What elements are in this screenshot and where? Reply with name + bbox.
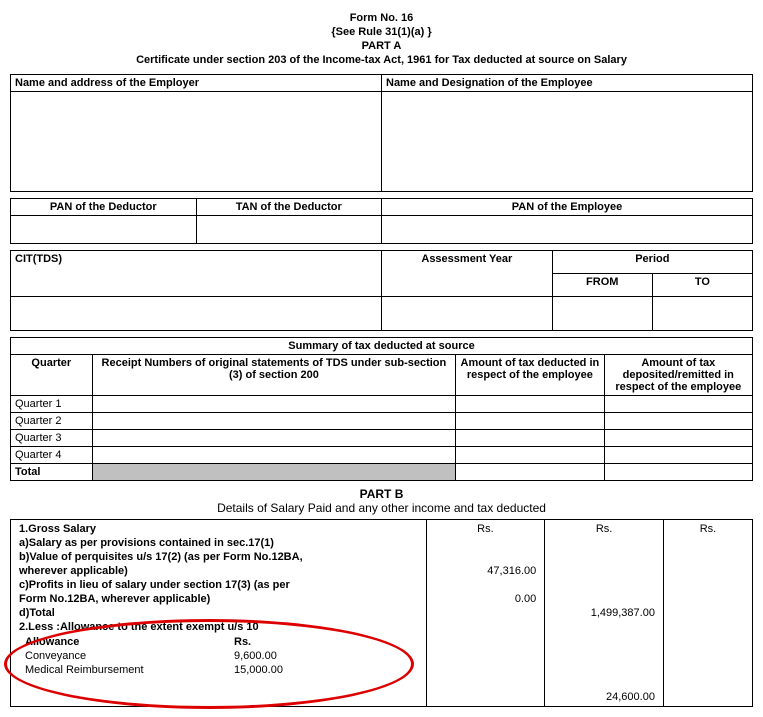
- total-receipt: [92, 464, 456, 481]
- line-1c2: Form No.12BA, wherever applicable): [15, 592, 422, 606]
- conveyance-value: 9,600.00: [230, 649, 401, 663]
- from-value: [552, 297, 652, 331]
- q2-receipt: [92, 413, 456, 430]
- tan-deductor-label: TAN of the Deductor: [196, 199, 382, 216]
- q3-receipt: [92, 430, 456, 447]
- q3-deposited: [604, 430, 752, 447]
- pan-deductor-label: PAN of the Deductor: [11, 199, 197, 216]
- q2-deducted: [456, 413, 604, 430]
- q3-deducted: [456, 430, 604, 447]
- employer-cell: [11, 92, 382, 192]
- q1-deducted: [456, 396, 604, 413]
- medical-value: 15,000.00: [230, 663, 401, 677]
- rs-col3: Rs.: [668, 522, 748, 536]
- q2-deposited: [604, 413, 752, 430]
- q1-deposited: [604, 396, 752, 413]
- rs-col1: Rs.: [431, 522, 541, 536]
- employee-cell: [382, 92, 753, 192]
- rule-ref: {See Rule 31(1)(a) }: [10, 26, 753, 38]
- allowance-rs-header: Rs.: [230, 635, 401, 649]
- employee-header: Name and Designation of the Employee: [382, 75, 753, 92]
- q4-label: Quarter 4: [11, 447, 93, 464]
- line-1b2: wherever applicable): [15, 564, 422, 578]
- rs-col2: Rs.: [549, 522, 659, 536]
- part-a-title: PART A: [10, 40, 753, 52]
- val-total2: 24,600.00: [549, 690, 659, 704]
- total-deducted: [456, 464, 604, 481]
- pan-tan-table: PAN of the Deductor TAN of the Deductor …: [10, 198, 753, 244]
- from-label: FROM: [552, 274, 652, 297]
- assessment-year-label: Assessment Year: [382, 251, 553, 297]
- certificate-line: Certificate under section 203 of the Inc…: [10, 54, 753, 66]
- part-b-table: 1.Gross Salary a)Salary as per provision…: [10, 519, 753, 707]
- total-label: Total: [11, 464, 93, 481]
- val-b: 47,316.00: [431, 564, 541, 578]
- q4-deducted: [456, 447, 604, 464]
- to-value: [652, 297, 752, 331]
- cit-tds-value: [11, 297, 382, 331]
- line-1b: b)Value of perquisites u/s 17(2) (as per…: [15, 550, 422, 564]
- allowance-table: Allowance Rs. Conveyance 9,600.00 Medica…: [21, 635, 401, 677]
- employer-employee-table: Name and address of the Employer Name an…: [10, 74, 753, 192]
- cit-tds-label: CIT(TDS): [11, 251, 382, 297]
- q1-receipt: [92, 396, 456, 413]
- line-2: 2.Less :Allowance to the extent exempt u…: [15, 620, 422, 634]
- employer-header: Name and address of the Employer: [11, 75, 382, 92]
- pan-employee-value: [382, 216, 753, 244]
- assessment-year-value: [382, 297, 553, 331]
- deposited-header: Amount of tax deposited/remitted in resp…: [604, 355, 752, 396]
- form-number: Form No. 16: [10, 12, 753, 24]
- quarter-header: Quarter: [11, 355, 93, 396]
- line-1c: c)Profits in lieu of salary under sectio…: [15, 578, 422, 592]
- deducted-header: Amount of tax deducted in respect of the…: [456, 355, 604, 396]
- tan-deductor-value: [196, 216, 382, 244]
- pan-employee-label: PAN of the Employee: [382, 199, 753, 216]
- q1-label: Quarter 1: [11, 396, 93, 413]
- q3-label: Quarter 3: [11, 430, 93, 447]
- cit-assessment-table: CIT(TDS) Assessment Year Period FROM TO: [10, 250, 753, 331]
- q2-label: Quarter 2: [11, 413, 93, 430]
- part-b-title: PART B: [10, 487, 753, 501]
- summary-table: Summary of tax deducted at source Quarte…: [10, 337, 753, 481]
- gross-salary-label: 1.Gross Salary: [15, 522, 422, 536]
- part-b-subtitle: Details of Salary Paid and any other inc…: [10, 501, 753, 515]
- allowance-header: Allowance: [21, 635, 230, 649]
- line-1a: a)Salary as per provisions contained in …: [15, 536, 422, 550]
- line-1d: d)Total: [15, 606, 422, 620]
- conveyance-label: Conveyance: [21, 649, 230, 663]
- to-label: TO: [652, 274, 752, 297]
- pan-deductor-value: [11, 216, 197, 244]
- q4-receipt: [92, 447, 456, 464]
- total-deposited: [604, 464, 752, 481]
- receipt-header: Receipt Numbers of original statements o…: [92, 355, 456, 396]
- medical-label: Medical Reimbursement: [21, 663, 230, 677]
- period-label: Period: [552, 251, 752, 274]
- val-total1: 1,499,387.00: [549, 606, 659, 620]
- summary-title: Summary of tax deducted at source: [11, 338, 753, 355]
- val-c: 0.00: [431, 592, 541, 606]
- q4-deposited: [604, 447, 752, 464]
